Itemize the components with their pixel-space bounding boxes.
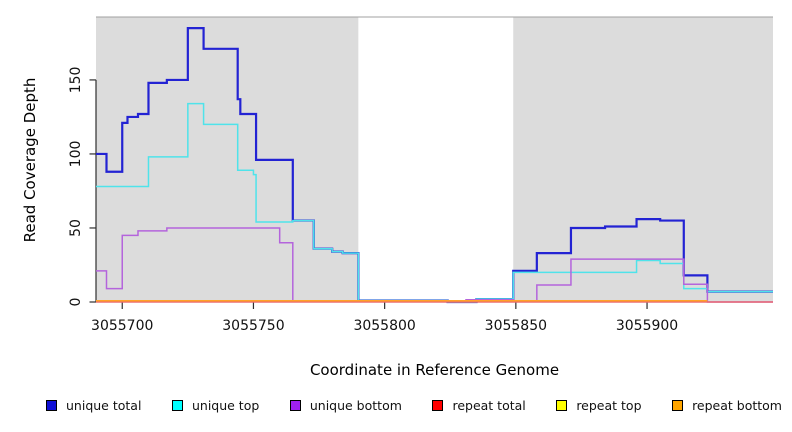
legend-swatch-repeat-bottom bbox=[672, 400, 684, 411]
legend-swatch-unique-bottom bbox=[289, 400, 301, 411]
unique-region-left bbox=[96, 17, 359, 302]
legend-label: repeat total bbox=[452, 398, 526, 413]
legend-item-repeat-total: repeat total bbox=[432, 398, 526, 413]
legend-swatch-unique-total bbox=[46, 400, 57, 411]
x-tick-label: 3055700 bbox=[91, 318, 153, 334]
x-tick-label: 3055750 bbox=[222, 318, 284, 334]
legend-swatch-repeat-total bbox=[432, 400, 444, 411]
legend-item-unique-bottom: unique bottom bbox=[289, 398, 402, 413]
coverage-plot: 0 50 100 150 3055700 3055750 3055800 3055850 305… bbox=[68, 16, 773, 334]
legend-label: unique total bbox=[66, 398, 142, 413]
repeat-gap bbox=[358, 17, 514, 302]
legend-label: repeat top bbox=[576, 398, 642, 413]
legend-swatch-unique-top bbox=[171, 400, 183, 411]
legend-item-unique-total: unique total bbox=[46, 398, 141, 413]
x-axis-title: Coordinate in Reference Genome bbox=[309, 361, 560, 379]
legend-label: unique top bbox=[191, 398, 260, 413]
legend-item-repeat-bottom: repeat bottom bbox=[672, 398, 782, 413]
y-tick-label: 150 bbox=[68, 67, 84, 94]
legend-item-unique-top: unique top bbox=[171, 398, 260, 413]
legend-item-repeat-top: repeat top bbox=[556, 398, 642, 413]
y-tick-label: 0 bbox=[68, 298, 84, 307]
y-axis-title: Read Coverage Depth bbox=[21, 77, 39, 243]
x-tick-label: 3055900 bbox=[616, 318, 678, 334]
series-line-unique-top bbox=[96, 102, 773, 303]
legend-swatch-repeat-top bbox=[556, 400, 568, 411]
y-tick-label: 50 bbox=[68, 219, 84, 237]
legend: unique total unique top unique bottom re… bbox=[46, 398, 782, 413]
legend-label: unique bottom bbox=[309, 398, 402, 413]
x-tick-label: 3055850 bbox=[485, 318, 547, 334]
x-tick-label: 3055800 bbox=[353, 318, 415, 334]
y-tick-label: 100 bbox=[68, 141, 84, 168]
unique-region-right bbox=[513, 17, 773, 302]
legend-label: repeat bottom bbox=[692, 398, 782, 413]
